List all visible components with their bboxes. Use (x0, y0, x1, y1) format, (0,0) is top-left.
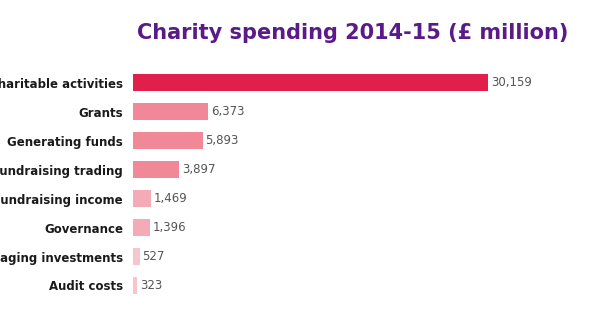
Text: 1,469: 1,469 (153, 192, 187, 205)
Text: 3,897: 3,897 (182, 163, 216, 176)
Bar (133, 132, 202, 149)
Bar (133, 190, 151, 207)
Text: 527: 527 (142, 250, 165, 263)
Bar (133, 248, 139, 265)
Text: Charity spending 2014-15 (£ million): Charity spending 2014-15 (£ million) (138, 23, 568, 43)
Text: 5,893: 5,893 (205, 134, 239, 147)
Text: 323: 323 (140, 279, 162, 292)
Bar (133, 219, 150, 236)
Bar (133, 104, 208, 120)
Bar (133, 161, 179, 178)
Text: 1,396: 1,396 (153, 221, 186, 234)
Bar (133, 277, 137, 294)
Text: 6,373: 6,373 (211, 105, 245, 118)
Bar (133, 74, 488, 91)
Text: 30,159: 30,159 (491, 76, 532, 89)
